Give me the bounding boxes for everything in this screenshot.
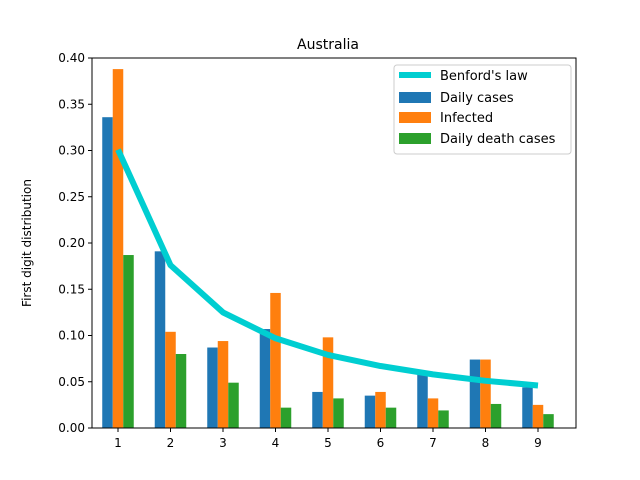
- x-tick-label: 1: [114, 436, 122, 450]
- bar-daily-cases-1: [102, 117, 113, 428]
- y-tick-label: 0.05: [58, 375, 85, 389]
- bar-daily-death-cases-2: [175, 354, 187, 428]
- x-tick-label: 4: [272, 436, 280, 450]
- legend-label-daily-cases: Daily cases: [440, 91, 514, 106]
- x-tick-label: 3: [219, 436, 227, 450]
- y-tick-label: 0.00: [58, 421, 85, 435]
- bar-infected-1: [112, 69, 124, 428]
- x-tick-label: 2: [167, 436, 175, 450]
- legend-swatch-daily-cases: [399, 92, 431, 103]
- legend-label-benford: Benford's law: [440, 69, 528, 84]
- bar-daily-cases-2: [154, 251, 166, 428]
- bar-infected-9: [532, 404, 544, 429]
- chart-title: Australia: [297, 37, 359, 53]
- legend-frame: [393, 64, 572, 155]
- x-tick-label: 6: [377, 436, 385, 450]
- bar-daily-death-cases-9: [543, 414, 554, 429]
- bar-daily-death-cases-4: [280, 407, 292, 428]
- y-tick-label: 0.15: [58, 282, 85, 296]
- legend-label-infected: Infected: [440, 111, 493, 126]
- bar-infected-4: [270, 292, 281, 428]
- y-tick-label: 0.10: [58, 329, 85, 343]
- bar-daily-death-cases-1: [123, 255, 134, 428]
- bar-infected-2: [165, 331, 176, 428]
- bar-daily-cases-8: [469, 359, 481, 428]
- x-tick-label: 9: [534, 436, 542, 450]
- legend-swatch-infected: [399, 112, 431, 123]
- bar-daily-cases-9: [522, 387, 533, 428]
- bar-daily-cases-6: [364, 395, 376, 429]
- bar-daily-death-cases-5: [333, 398, 344, 428]
- plot-frame: [91, 57, 577, 429]
- legend: Benford's law Daily cases Infected Daily…: [393, 64, 572, 155]
- x-tick-label: 7: [429, 436, 437, 450]
- bar-daily-cases-3: [207, 347, 218, 428]
- y-tick-label: 0.20: [58, 236, 85, 250]
- y-tick-label: 0.35: [58, 97, 85, 111]
- y-tick-label: 0.40: [58, 51, 85, 65]
- y-tick-label: 0.30: [58, 144, 85, 158]
- bar-infected-5: [322, 337, 334, 428]
- bar-infected-3: [217, 341, 229, 428]
- bar-infected-7: [427, 398, 439, 428]
- bar-daily-death-cases-7: [438, 410, 449, 428]
- benford-law-line: [115, 148, 539, 389]
- y-tick-label: 0.25: [58, 190, 85, 204]
- bar-infected-6: [375, 391, 386, 428]
- bar-daily-death-cases-6: [385, 407, 397, 428]
- legend-label-daily-death-cases: Daily death cases: [440, 132, 556, 147]
- bar-daily-cases-4: [259, 329, 271, 428]
- bar-infected-8: [480, 359, 491, 428]
- bar-daily-cases-7: [417, 374, 428, 428]
- x-tick-label: 8: [482, 436, 490, 450]
- y-axis-label: First digit distribution: [20, 179, 34, 307]
- bar-daily-cases-5: [312, 391, 323, 428]
- bar-daily-death-cases-3: [228, 382, 239, 428]
- legend-swatch-daily-death-cases: [399, 133, 431, 144]
- x-tick-label: 5: [324, 436, 332, 450]
- bar-daily-death-cases-8: [490, 403, 502, 428]
